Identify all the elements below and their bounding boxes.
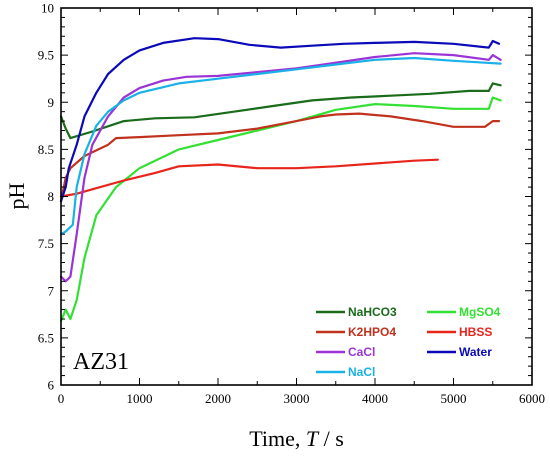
x-tick-label: 0 bbox=[58, 391, 65, 406]
series-line-nahco3 bbox=[59, 82, 502, 140]
x-tick-label: 4000 bbox=[362, 391, 388, 406]
y-tick-label: 8.5 bbox=[38, 142, 54, 157]
x-axis-label-suffix: / s bbox=[318, 426, 344, 451]
y-tick-label: 10 bbox=[41, 1, 54, 16]
x-axis-label-var: T bbox=[306, 426, 320, 451]
series-line-hbss bbox=[59, 158, 439, 198]
y-tick-label: 6 bbox=[48, 378, 55, 393]
x-tick-label: 5000 bbox=[441, 391, 467, 406]
series-lines bbox=[59, 37, 502, 322]
y-axis-label: pH bbox=[4, 182, 29, 209]
x-axis-label: Time, T / s bbox=[249, 426, 344, 451]
y-tick-label: 7 bbox=[48, 283, 55, 298]
series-line-nacl bbox=[59, 56, 502, 236]
x-tick-label: 6000 bbox=[519, 391, 545, 406]
legend-label-hbss: HBSS bbox=[459, 325, 492, 339]
y-tick-label: 6.5 bbox=[38, 330, 54, 345]
axis-ticks: 0 1000 2000 3000 4000 5000 6000 6 6.5 7 7.5 8 8.5 9 9.… bbox=[38, 1, 545, 407]
legend-label-mgso4: MgSO4 bbox=[459, 305, 501, 319]
chart-annotation: AZ31 bbox=[73, 349, 129, 375]
legend-label-water: Water bbox=[459, 345, 492, 359]
legend-label-cacl: CaCl bbox=[348, 345, 375, 359]
series-line-k2hpo4 bbox=[59, 112, 501, 203]
series-line-cacl bbox=[59, 52, 502, 283]
x-tick-label: 2000 bbox=[205, 391, 231, 406]
y-tick-label: 7.5 bbox=[38, 236, 54, 251]
y-tick-label: 8 bbox=[48, 189, 55, 204]
legend-label-nacl: NaCl bbox=[348, 365, 375, 379]
legend-label-k2hpo4: K2HPO4 bbox=[348, 325, 396, 339]
legend-label-nahco3: NaHCO3 bbox=[348, 305, 397, 319]
y-tick-label: 9.5 bbox=[38, 48, 54, 63]
series-line-mgso4 bbox=[59, 96, 502, 322]
x-tick-label: 1000 bbox=[127, 391, 153, 406]
legend: NaHCO3 MgSO4 K2HPO4 HBSS CaCl Water NaCl bbox=[316, 305, 501, 379]
y-tick-label: 9 bbox=[48, 95, 55, 110]
series-line-water bbox=[59, 37, 501, 203]
x-axis-label-prefix: Time, bbox=[249, 426, 306, 451]
x-tick-label: 3000 bbox=[284, 391, 310, 406]
